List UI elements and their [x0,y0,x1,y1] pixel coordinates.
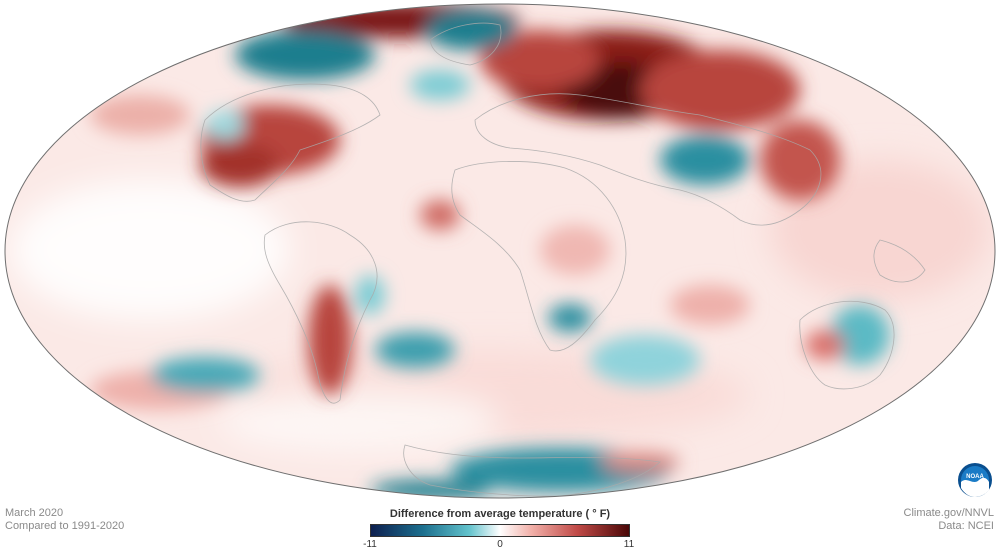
credit-line: Climate.gov/NNVL [903,507,994,519]
antarctica-east-warm [600,452,680,472]
legend-title: Difference from average temperature ( ° … [389,508,611,520]
africa-outline [451,161,627,352]
us-warm-core [200,143,280,187]
legend-color-bar [370,524,630,537]
south-atlantic-cold [375,332,455,368]
maritime-asia-outline [873,239,926,283]
brazil-cool [355,275,385,315]
canada-arctic-cold [235,30,375,80]
map-date: March 2020 [5,507,64,519]
legend-max-label: 11 [623,539,635,550]
south-pacific-cold [150,357,260,393]
greenland-outline [429,22,502,66]
greenland-cold [425,10,515,50]
globe-surface [5,4,995,498]
south-atlantic-neutral [220,390,500,450]
antarctica-outline [403,444,661,497]
coastlines [200,22,926,497]
north-america-outline [200,83,381,202]
color-legend: Difference from average temperature ( ° … [300,508,700,550]
anomaly-map [4,3,996,499]
noaa-logo-svg: NOAA [958,463,992,497]
east-siberia-warm [640,50,800,130]
west-africa-coast-warm [420,200,460,230]
southern-africa-cold [548,304,592,332]
eurasia-outline [474,93,822,226]
central-africa-warm [540,225,610,275]
alaska-pacific-warm [90,95,190,135]
legend-mid-label: 0 [497,539,503,550]
australia-east-cool [830,305,890,365]
noaa-logo-text: NOAA [966,474,984,480]
indian-ocean-warm [670,285,750,325]
scandinavia-warm [480,30,600,90]
map-baseline: Compared to 1991-2020 [5,520,125,532]
hudson-cool [205,110,245,140]
east-pacific-warm [770,160,990,300]
pacific-neutral [10,180,290,320]
regional-anomaly-layer [90,4,890,498]
australia-west-warm [805,330,845,360]
antarctica-west-cold [370,480,490,498]
noaa-logo-icon[interactable]: NOAA [957,462,993,498]
australia-outline [799,300,895,390]
south-america-outline [263,221,378,404]
globe-border [4,3,996,499]
central-asia-cold [660,135,750,185]
north-atlantic-cool [410,70,470,100]
east-asia-warm [760,120,840,200]
world-map-svg [4,3,996,499]
south-indian-cool [590,335,700,385]
credits: Climate.gov/NNVL Data: NCEI [904,507,994,533]
andes-warm [308,285,352,395]
legend-bar-row [370,524,630,537]
data-source-line: Data: NCEI [938,520,994,532]
map-info: March 2020 Compared to 1991-2020 [5,507,124,533]
legend-min-label: -11 [363,539,377,550]
noaa-logo-wave [961,477,989,497]
